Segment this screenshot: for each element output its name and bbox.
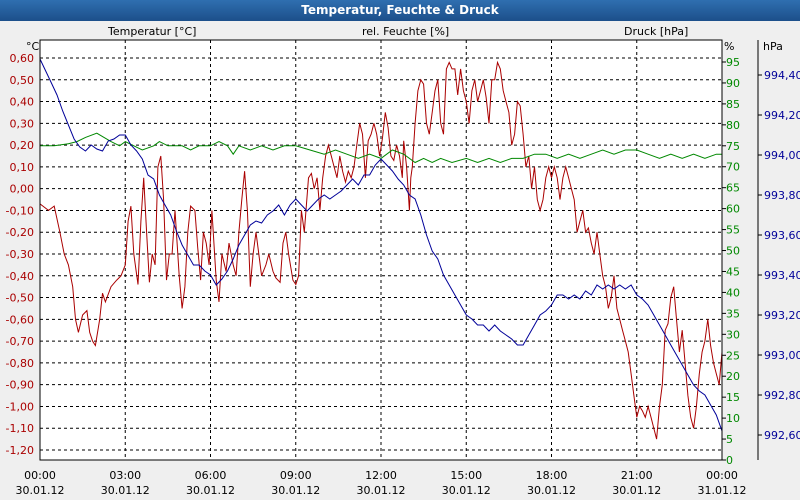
hum-tick-label: 60 bbox=[726, 203, 740, 216]
x-tick-time: 15:00 bbox=[450, 469, 482, 482]
window-title: Temperatur, Feuchte & Druck bbox=[0, 0, 800, 21]
temp-unit-label: °C bbox=[26, 40, 40, 53]
press-tick-label: 992,60 bbox=[764, 429, 800, 442]
x-tick-date: 30.01.12 bbox=[271, 484, 320, 497]
x-tick-date: 30.01.12 bbox=[442, 484, 491, 497]
x-tick-time: 00:00 bbox=[24, 469, 56, 482]
x-tick-time: 03:00 bbox=[109, 469, 141, 482]
hum-axis-label: rel. Feuchte [%] bbox=[362, 25, 449, 38]
hum-tick-label: 15 bbox=[726, 391, 740, 404]
hum-tick-label: 5 bbox=[726, 433, 733, 446]
series-line-temp bbox=[39, 60, 723, 440]
hum-tick-label: 85 bbox=[726, 98, 740, 111]
x-tick-time: 12:00 bbox=[365, 469, 397, 482]
series-lines bbox=[39, 58, 723, 440]
series-line-press bbox=[39, 58, 723, 439]
press-unit-label: hPa bbox=[763, 40, 783, 53]
press-tick-label: 993,80 bbox=[764, 189, 800, 202]
hum-tick-label: 65 bbox=[726, 182, 740, 195]
temp-axis-label: Temperatur [°C] bbox=[107, 25, 196, 38]
x-tick-time: 21:00 bbox=[621, 469, 653, 482]
x-tick-time: 06:00 bbox=[195, 469, 227, 482]
hum-tick-label: 40 bbox=[726, 286, 740, 299]
temp-tick-label: -1,10 bbox=[6, 422, 34, 435]
temp-tick-label: -0,40 bbox=[6, 270, 34, 283]
temp-tick-label: -0,60 bbox=[6, 313, 34, 326]
temp-tick-label: 0,30 bbox=[10, 117, 35, 130]
hum-tick-label: 90 bbox=[726, 77, 740, 90]
x-tick-date: 30.01.12 bbox=[527, 484, 576, 497]
plot-border bbox=[39, 39, 723, 461]
hum-tick-label: 80 bbox=[726, 119, 740, 132]
temp-tick-label: 0,40 bbox=[10, 96, 35, 109]
hum-tick-label: 10 bbox=[726, 412, 740, 425]
x-tick-date: 30.01.12 bbox=[186, 484, 235, 497]
press-axis-label: Druck [hPa] bbox=[624, 25, 688, 38]
hum-tick-label: 75 bbox=[726, 140, 740, 153]
temp-tick-label: 0,10 bbox=[10, 161, 35, 174]
hum-tick-label: 20 bbox=[726, 370, 740, 383]
x-tick-date: 31.01.12 bbox=[698, 484, 747, 497]
press-tick-label: 994,20 bbox=[764, 109, 800, 122]
hum-tick-label: 55 bbox=[726, 224, 740, 237]
press-tick-label: 994,00 bbox=[764, 149, 800, 162]
temp-tick-label: -0,70 bbox=[6, 335, 34, 348]
x-tick-time: 18:00 bbox=[536, 469, 568, 482]
x-tick-date: 30.01.12 bbox=[101, 484, 150, 497]
temp-tick-label: 0,20 bbox=[10, 139, 35, 152]
hum-tick-label: 45 bbox=[726, 265, 740, 278]
hum-tick-label: 35 bbox=[726, 307, 740, 320]
temp-tick-label: -1,20 bbox=[6, 444, 34, 457]
x-tick-date: 30.01.12 bbox=[612, 484, 661, 497]
temp-tick-label: -0,20 bbox=[6, 226, 34, 239]
x-tick-time: 00:00 bbox=[706, 469, 738, 482]
press-tick-label: 993,60 bbox=[764, 229, 800, 242]
press-tick-label: 994,40 bbox=[764, 69, 800, 82]
hum-tick-label: 95 bbox=[726, 56, 740, 69]
temp-tick-label: -0,30 bbox=[6, 248, 34, 261]
grid bbox=[40, 40, 722, 460]
temp-tick-label: -0,10 bbox=[6, 204, 34, 217]
temp-tick-label: 0,60 bbox=[10, 52, 35, 65]
temp-tick-label: -0,80 bbox=[6, 357, 34, 370]
press-tick-label: 993,40 bbox=[764, 269, 800, 282]
hum-tick-label: 70 bbox=[726, 161, 740, 174]
temp-tick-label: -0,50 bbox=[6, 292, 34, 305]
hum-tick-label: 25 bbox=[726, 349, 740, 362]
hum-unit-label: % bbox=[724, 40, 734, 53]
hum-tick-label: 50 bbox=[726, 245, 740, 258]
press-tick-label: 993,00 bbox=[764, 349, 800, 362]
press-tick-label: 993,20 bbox=[764, 309, 800, 322]
temp-tick-label: -1,00 bbox=[6, 400, 34, 413]
x-tick-date: 30.01.12 bbox=[16, 484, 65, 497]
hum-tick-label: 30 bbox=[726, 328, 740, 341]
press-tick-label: 992,80 bbox=[764, 389, 800, 402]
hum-tick-label: 0 bbox=[726, 454, 733, 467]
x-tick-date: 30.01.12 bbox=[357, 484, 406, 497]
temp-tick-label: -0,90 bbox=[6, 379, 34, 392]
temp-tick-label: 0,50 bbox=[10, 74, 35, 87]
x-tick-time: 09:00 bbox=[280, 469, 312, 482]
series-line-hum bbox=[40, 132, 723, 164]
temp-tick-label: 0,00 bbox=[10, 183, 35, 196]
tick-labels: 0,60 0,50 0,40 0,30 0,20 0,10 0,00 -0,10 -0,20 -0… bbox=[6, 40, 800, 497]
